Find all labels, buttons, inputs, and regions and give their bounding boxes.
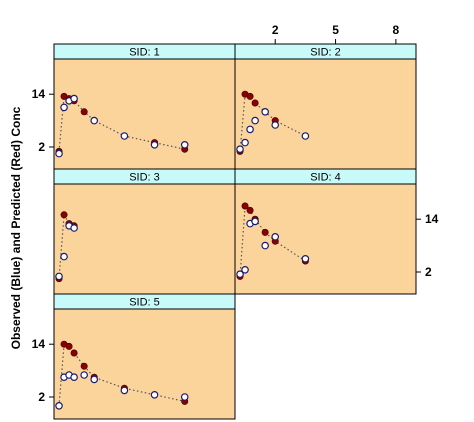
panel-plot-area: [53, 183, 236, 295]
observed-point: [251, 217, 259, 226]
observed-point: [301, 254, 310, 263]
axes: 2 14 2 14 2 14 2 5 8: [32, 23, 439, 404]
y-tick-label: 14: [32, 87, 46, 101]
predicted-point: [60, 211, 68, 219]
observed-point: [180, 393, 189, 401]
observed-point: [241, 138, 249, 147]
observed-point: [55, 272, 63, 281]
observed-point: [60, 252, 68, 261]
y-tick-label: 2: [38, 390, 45, 404]
observed-point: [271, 233, 280, 241]
y-tick-label: 14: [425, 212, 439, 226]
predicted-point: [80, 108, 88, 116]
observed-point: [80, 371, 88, 379]
observed-point: [150, 141, 159, 149]
observed-point: [236, 145, 244, 154]
panel-strip-label: SID: 4: [310, 172, 341, 184]
observed-point: [150, 390, 159, 399]
observed-point: [120, 386, 129, 395]
predicted-point: [70, 349, 78, 357]
panel-plot-area: [53, 308, 236, 420]
observed-point: [90, 116, 99, 125]
panel-2: SID: 2: [234, 43, 417, 170]
panel-strip-label: SID: 3: [129, 172, 160, 184]
observed-point: [70, 224, 78, 232]
panel-3: SID: 3: [53, 168, 236, 295]
x-tick-label: 2: [272, 23, 279, 37]
predicted-point: [261, 228, 269, 236]
panel-strip-label: SID: 2: [310, 47, 341, 59]
x-tick-label: 5: [332, 23, 339, 37]
observed-point: [60, 103, 68, 112]
y-tick-label: 2: [38, 140, 45, 154]
panel-1: SID: 1: [53, 43, 236, 170]
observed-point: [261, 108, 269, 116]
predicted-point: [246, 92, 254, 100]
panel-strip-label: SID: 5: [129, 297, 160, 309]
predicted-point: [65, 342, 73, 350]
observed-point: [301, 132, 310, 140]
y-tick-label: 14: [32, 337, 46, 351]
panel-plot-area: [234, 183, 417, 295]
observed-point: [180, 141, 189, 149]
predicted-point: [80, 362, 88, 370]
observed-point: [120, 132, 129, 140]
observed-point: [90, 375, 99, 384]
observed-point: [70, 94, 78, 103]
observed-point: [70, 373, 78, 382]
panel-5: SID: 5: [53, 293, 236, 420]
observed-point: [261, 241, 269, 250]
predicted-point: [241, 202, 249, 210]
panel-strip-label: SID: 1: [129, 47, 160, 59]
predicted-point: [246, 206, 254, 214]
observed-point: [246, 125, 254, 134]
observed-point: [55, 401, 63, 410]
x-tick-label: 8: [393, 23, 400, 37]
observed-point: [271, 121, 280, 129]
observed-point: [236, 270, 244, 279]
predicted-point: [251, 99, 259, 107]
panel-plot-area: [53, 58, 236, 170]
observed-point: [241, 265, 249, 274]
y-tick-label: 2: [425, 265, 432, 279]
observed-point: [55, 149, 63, 158]
y-axis-label: Observed (Blue) and Predicted (Red) Conc: [9, 106, 23, 349]
observed-point: [251, 116, 259, 125]
panel-4: SID: 4: [234, 168, 417, 295]
